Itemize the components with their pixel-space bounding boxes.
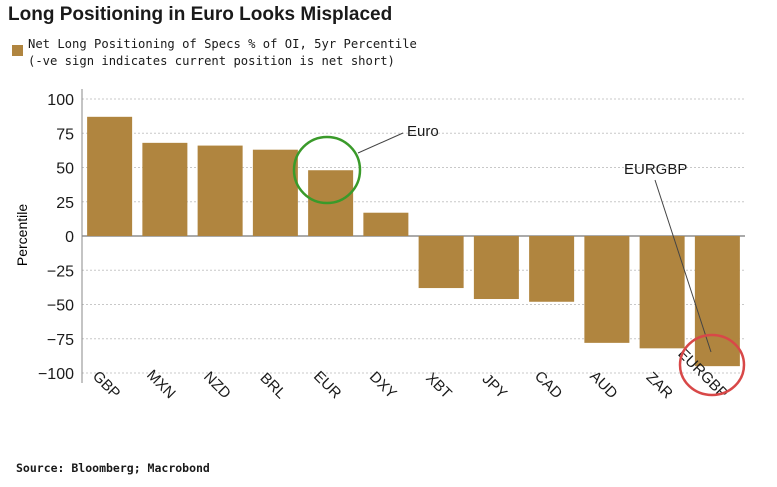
bar-cad bbox=[529, 236, 575, 302]
x-tick-label: JPY bbox=[479, 371, 510, 402]
y-tick-label: 75 bbox=[56, 126, 74, 143]
bar-xbt bbox=[418, 236, 464, 289]
y-tick-label: −50 bbox=[47, 298, 74, 315]
eurgbp-leader-line bbox=[654, 179, 712, 353]
annotations: Euro EURGBP bbox=[292, 123, 746, 397]
bars bbox=[87, 116, 740, 367]
x-tick-label: CAD bbox=[531, 368, 566, 403]
euro-leader-line bbox=[357, 132, 404, 154]
y-tick-label: 100 bbox=[47, 92, 74, 109]
bar-eurgbp bbox=[694, 236, 740, 367]
bar-jpy bbox=[473, 236, 519, 300]
bar-nzd bbox=[197, 145, 243, 236]
bar-dxy bbox=[363, 212, 409, 236]
source-note: Source: Bloomberg; Macrobond bbox=[16, 461, 210, 475]
bar-aud bbox=[584, 236, 630, 343]
y-tick-label: 0 bbox=[65, 229, 74, 246]
y-tick-label: −100 bbox=[38, 366, 74, 383]
y-tick-label: 50 bbox=[56, 161, 74, 178]
y-tick-label: −75 bbox=[47, 332, 74, 349]
legend-label: Net Long Positioning of Specs % of OI, 5… bbox=[28, 36, 417, 70]
euro-annotation-label: Euro bbox=[407, 123, 439, 140]
x-tick-label: BRL bbox=[257, 370, 290, 403]
y-axis-label: Percentile bbox=[14, 204, 30, 266]
eurgbp-highlight-circle bbox=[678, 333, 746, 397]
x-tick-label: ZAR bbox=[643, 369, 676, 402]
eurgbp-annotation-label: EURGBP bbox=[624, 161, 687, 178]
legend-series-name: Net Long Positioning of Specs % of OI, 5… bbox=[28, 37, 417, 51]
bar-mxn bbox=[142, 142, 188, 236]
y-tick-label: −25 bbox=[47, 263, 74, 280]
legend-swatch bbox=[12, 45, 23, 56]
bar-zar bbox=[639, 236, 685, 349]
bar-brl bbox=[252, 149, 298, 236]
x-tick-label: XBT bbox=[422, 370, 455, 403]
x-tick-label: NZD bbox=[200, 368, 234, 402]
legend-note: (-ve sign indicates current position is … bbox=[28, 54, 395, 68]
x-tick-label: MXN bbox=[143, 367, 179, 403]
euro-highlight-circle bbox=[292, 135, 362, 205]
bar-gbp bbox=[87, 116, 133, 236]
y-tick-label: 25 bbox=[56, 195, 74, 212]
y-axis-ticks: 100 75 50 25 0 −25 −50 −75 −100 bbox=[38, 92, 74, 383]
gridlines bbox=[81, 89, 745, 383]
chart-title: Long Positioning in Euro Looks Misplaced bbox=[8, 4, 393, 25]
